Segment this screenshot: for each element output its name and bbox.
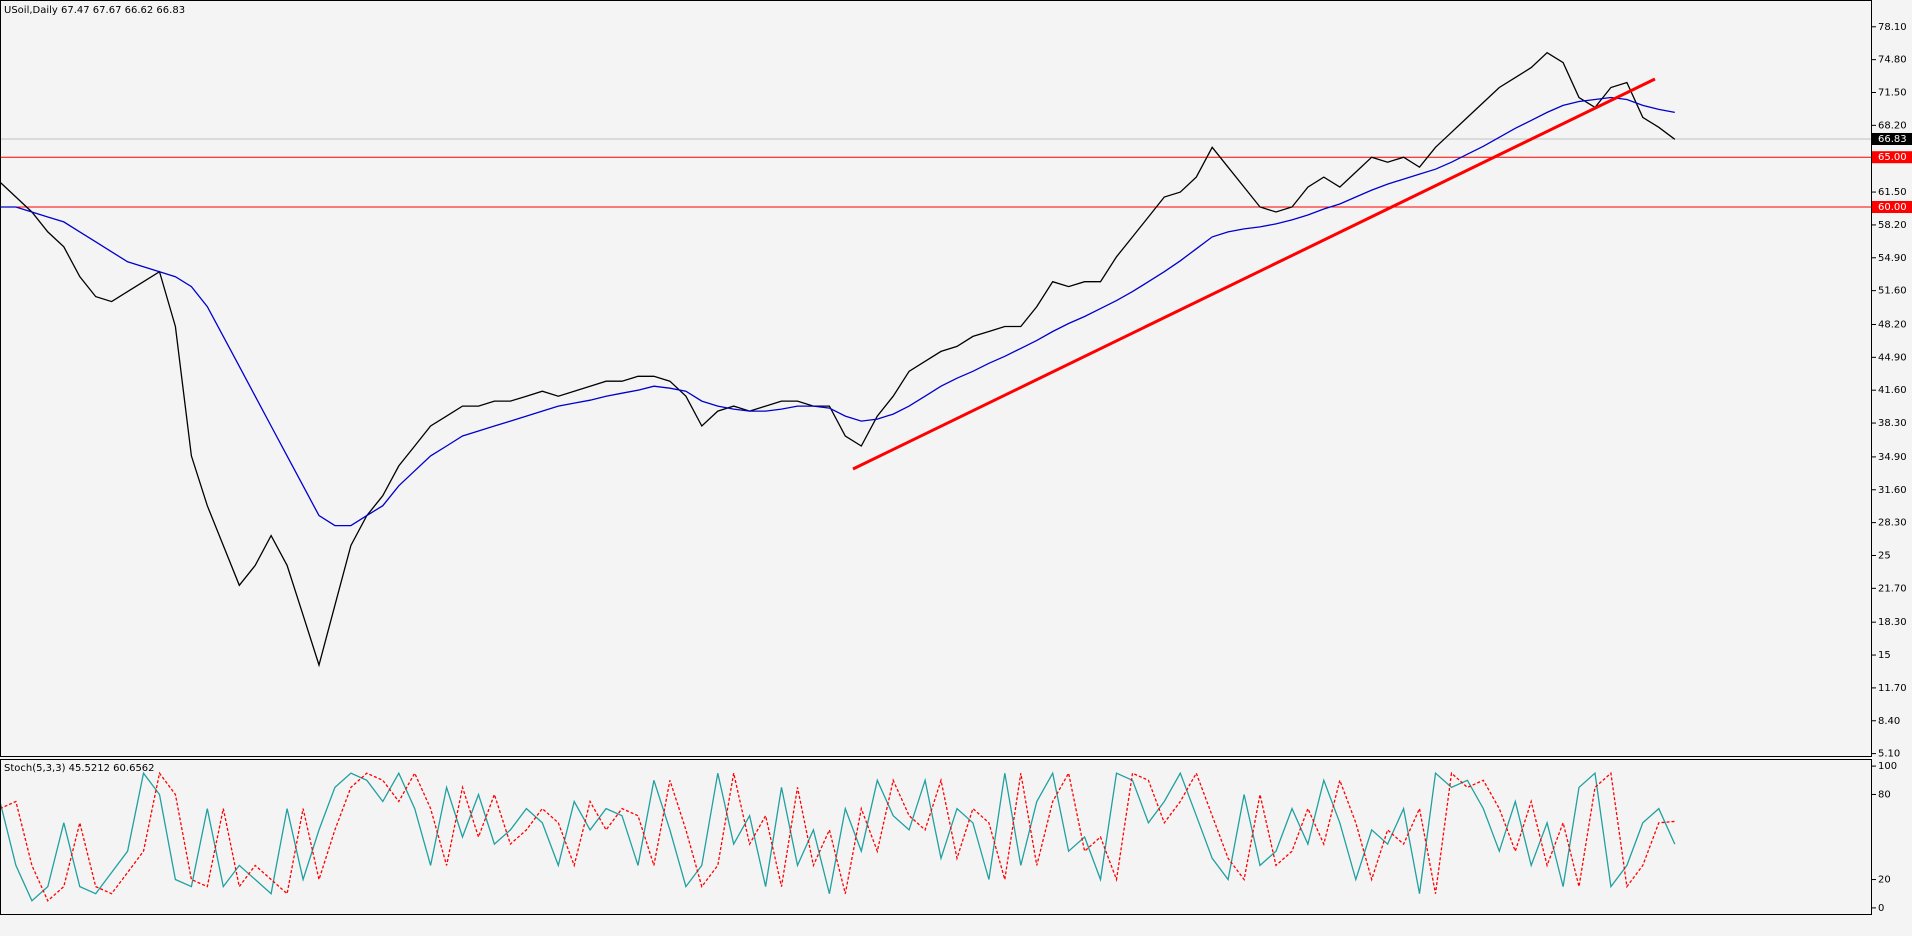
y-tick-label: 54.90 (1878, 253, 1907, 264)
price-label: 66.83 (1878, 134, 1907, 145)
y-tick-label: 61.50 (1878, 187, 1907, 198)
y-tick-label: 71.50 (1878, 87, 1907, 98)
y-tick-label: 51.60 (1878, 286, 1907, 297)
y-tick-label: 21.70 (1878, 583, 1907, 594)
trend-line (852, 77, 1656, 471)
level-label-box (1872, 151, 1912, 164)
y-tick-label: 78.10 (1878, 22, 1907, 33)
y-tick-label: 38.30 (1878, 418, 1907, 429)
y-tick-label: 68.20 (1878, 120, 1907, 131)
y-tick-label: 0 (1878, 903, 1884, 914)
y-tick-label: 58.20 (1878, 220, 1907, 231)
series-line (0, 51, 1676, 668)
y-tick-label: 20 (1878, 875, 1891, 886)
y-tick-label: 80 (1878, 789, 1891, 800)
main-panel-frame (0, 0, 1872, 757)
series-line (0, 771, 1676, 902)
y-tick-label: 34.90 (1878, 452, 1907, 463)
level-label: 65.00 (1878, 152, 1907, 163)
series-line (0, 771, 1675, 902)
y-tick-label: 8.40 (1878, 716, 1900, 727)
y-tick-label: 31.60 (1878, 485, 1907, 496)
series-line (0, 96, 1675, 527)
y-tick-label: 25 (1878, 550, 1891, 561)
y-tick-label: 100 (1878, 761, 1897, 772)
y-tick-label: 18.30 (1878, 617, 1907, 628)
level-label: 60.00 (1878, 202, 1907, 213)
main-header: USoil,Daily 67.47 67.67 66.62 66.83 (4, 5, 185, 16)
y-tick-label: 11.70 (1878, 683, 1907, 694)
y-tick-label: 28.30 (1878, 518, 1907, 529)
y-tick-label: 15 (1878, 650, 1891, 661)
y-tick-label: 44.90 (1878, 352, 1907, 363)
y-tick-label: 74.80 (1878, 55, 1907, 66)
price-label-box (1872, 132, 1912, 145)
labels-layer: 78.10 74.80 71.50 68.20 61.50 58.20 54.90 51.60… (1872, 22, 1912, 914)
marks-layer (0, 51, 1872, 902)
stoch-header: Stoch(5,3,3) 45.5212 60.6562 (4, 763, 155, 774)
level-label-box (1872, 200, 1912, 213)
stoch-panel-frame (0, 759, 1872, 915)
y-tick-label: 5.10 (1878, 749, 1900, 760)
y-tick-label: 48.20 (1878, 319, 1907, 330)
y-tick-label: 41.60 (1878, 385, 1907, 396)
